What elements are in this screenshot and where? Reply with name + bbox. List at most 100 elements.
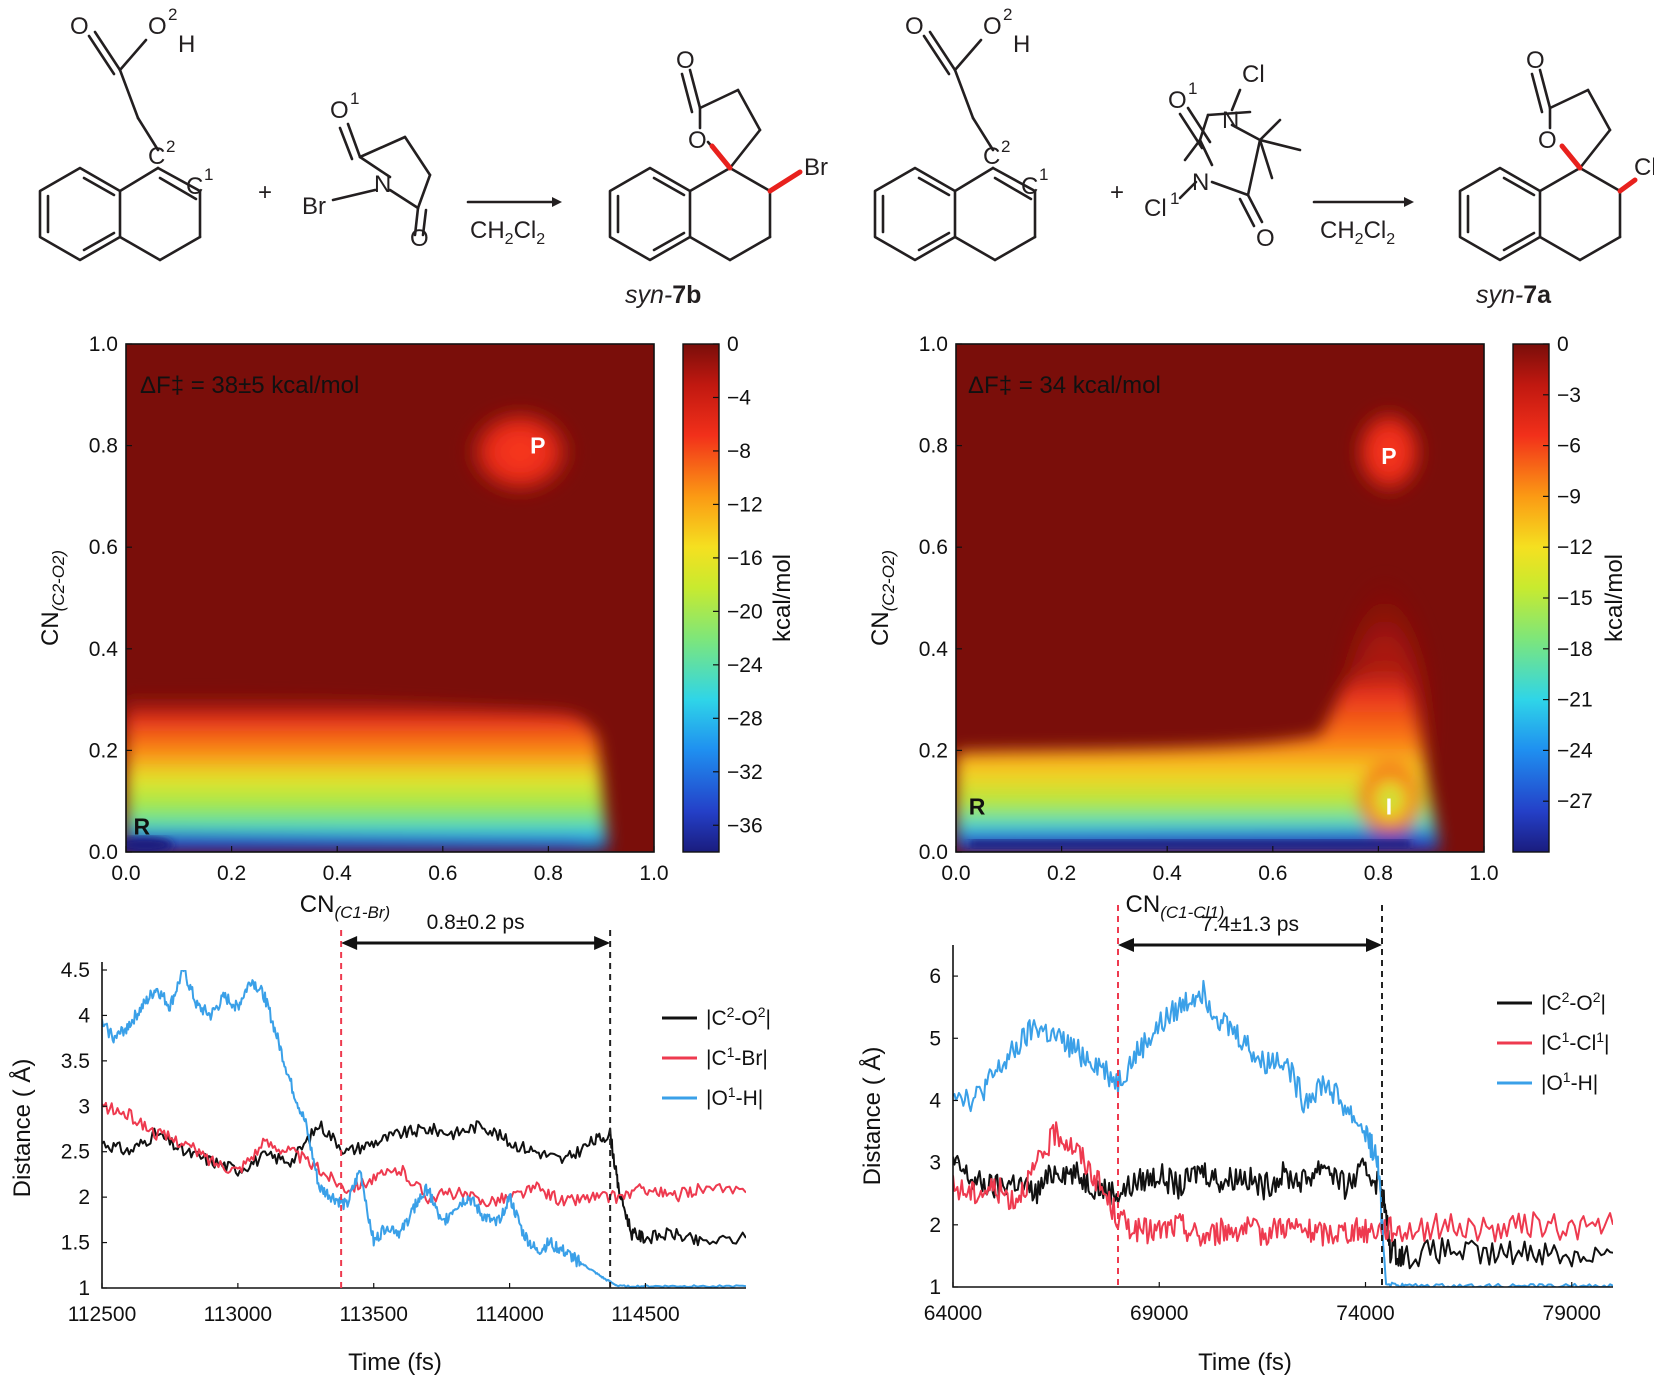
colorbar-tick-label: −20 bbox=[727, 600, 763, 623]
heatmap-left-ticks: 0.0 0.2 0.4 0.6 0.8 1.0 0.0 0.2 0.4 0.6 0.8 1.0 bbox=[89, 333, 669, 885]
series-line-1 bbox=[953, 1121, 1613, 1247]
heatmap-right-intermediate-well bbox=[1356, 760, 1424, 840]
atom-O-carbonyl-product: O bbox=[676, 47, 695, 74]
heatmap-ytick-label: 0.6 bbox=[89, 536, 118, 559]
xtick-label: 69000 bbox=[1130, 1302, 1188, 1325]
product-syn-7a: O O Cl bbox=[1458, 47, 1654, 262]
atom-Cl-top: Cl bbox=[1242, 61, 1265, 88]
heatmap-right-product-well bbox=[1349, 402, 1429, 502]
heatmap-right-points: R I P bbox=[969, 443, 1397, 820]
atom-O-carbonyl-product-r: O bbox=[1526, 47, 1545, 74]
atom-Cl-left-superscript: 1 bbox=[1170, 189, 1179, 208]
benzene-ring-right bbox=[873, 166, 957, 262]
atom-C1-superscript: 1 bbox=[204, 165, 213, 184]
legend-text-part: |C bbox=[1541, 992, 1562, 1015]
product-label-left: syn-7b bbox=[625, 281, 701, 309]
atom-O-carbonyl: O bbox=[70, 13, 89, 40]
heatmap-left-colorbar-label: kcal/mol bbox=[769, 554, 796, 642]
legend-text-part: | bbox=[766, 1007, 771, 1030]
xtick-label: 64000 bbox=[924, 1302, 982, 1325]
state-label-P: P bbox=[530, 433, 545, 459]
ytick-label: 4.5 bbox=[61, 959, 90, 982]
legend-text-part: 1 bbox=[1596, 1029, 1604, 1045]
atom-O-top-superscript: 1 bbox=[350, 89, 359, 108]
heatmap-xtick-label: 0.4 bbox=[1153, 862, 1183, 885]
legend-text-part: 1 bbox=[1562, 1029, 1570, 1045]
heatmap-right-colorbar-ticks: 0 −3 −6 −9 −12 −15 −18 −21 −24 −27 bbox=[1543, 333, 1593, 813]
legend-text-part: 1 bbox=[727, 1044, 735, 1060]
interval-label: 7.4±1.3 ps bbox=[1201, 913, 1299, 936]
plus-sign-r: + bbox=[1110, 179, 1124, 206]
atom-Br: Br bbox=[302, 193, 326, 220]
legend-text-part: | bbox=[1601, 992, 1606, 1015]
lineplot-left-series bbox=[102, 970, 746, 1288]
ytick-label: 4 bbox=[929, 1089, 941, 1112]
scheme-right: O O 2 H C 2 C 1 + O bbox=[873, 5, 1654, 309]
heatmap-xtick-label: 0.6 bbox=[428, 862, 457, 885]
heatmap-left-deep-basin bbox=[126, 832, 585, 852]
heatmap-left: 0.0 0.2 0.4 0.6 0.8 1.0 0.0 0.2 0.4 0.6 0.8 1.0 ΔF‡… bbox=[37, 333, 796, 922]
xtick-label: 113500 bbox=[339, 1303, 408, 1326]
lineplot-right-legend: |C2-O2||C1-Cl1||O1-H| bbox=[1497, 989, 1610, 1095]
legend-text-part: 2 bbox=[727, 1004, 735, 1020]
plus-sign: + bbox=[258, 179, 272, 206]
atom-O-bottom-r: O bbox=[1256, 225, 1275, 252]
atom-C1: C bbox=[186, 173, 203, 200]
colorbar-tick-label: −4 bbox=[727, 386, 751, 409]
state-label-I: I bbox=[1386, 793, 1392, 819]
scheme-left: O O 2 H C 2 C 1 + O 1 N Br O bbox=[38, 5, 828, 309]
atom-H: H bbox=[178, 31, 195, 58]
heatmap-left-colorbar-ticks: 0 −4 −8 −12 −16 −20 −24 −28 −32 −36 bbox=[713, 333, 763, 837]
heatmap-right-ticks: 0.0 0.2 0.4 0.6 0.8 1.0 0.0 0.2 0.4 0.6 0.8 1.0 bbox=[919, 333, 1499, 885]
lineplot-right-ticks: 64000 69000 74000 79000 1 2 3 4 5 6 bbox=[924, 965, 1601, 1325]
legend-text-part: -O bbox=[1569, 992, 1592, 1015]
legend-text-part: 1 bbox=[728, 1084, 736, 1100]
heatmap-left-annotation: ΔF‡ = 38±5 kcal/mol bbox=[140, 372, 359, 399]
legend-text-part: |C bbox=[1541, 1032, 1562, 1055]
lineplot-right-xlabel: Time (fs) bbox=[1198, 1349, 1292, 1376]
legend-label-1: |C1-Cl1| bbox=[1541, 1029, 1610, 1055]
atom-H-r: H bbox=[1013, 31, 1030, 58]
ytick-label: 6 bbox=[929, 965, 941, 988]
heatmap-ytick-label: 1.0 bbox=[919, 333, 948, 356]
ytick-label: 5 bbox=[929, 1027, 941, 1050]
lineplot-right-ylabel: Distance ( Å) bbox=[858, 1047, 886, 1186]
heatmap-left-global-minimum bbox=[126, 837, 173, 852]
lineplot-right-interval: 7.4±1.3 ps bbox=[1118, 913, 1382, 952]
legend-text-part: -Br| bbox=[734, 1047, 767, 1070]
heatmap-ytick-label: 0.4 bbox=[89, 638, 119, 661]
legend-text-part: -H| bbox=[736, 1087, 764, 1110]
heatmap-right-annotation: ΔF‡ = 34 kcal/mol bbox=[968, 372, 1161, 399]
lineplot-left: 112500 113000 113500 114000 114500 1 1.5 2 2.5 3 3… bbox=[8, 911, 771, 1376]
state-label-P: P bbox=[1381, 443, 1396, 469]
heatmap-ytick-label: 0.0 bbox=[89, 841, 118, 864]
lineplot-right-axes bbox=[952, 945, 1613, 1288]
atom-C2-superscript: 2 bbox=[166, 137, 175, 156]
series-line-2 bbox=[953, 979, 1613, 1287]
heatmap-xtick-label: 0.2 bbox=[217, 862, 246, 885]
series-line-1 bbox=[102, 1101, 746, 1208]
atom-O-ring-product: O bbox=[688, 127, 707, 154]
colorbar-tick-label: −24 bbox=[1557, 739, 1593, 762]
colorbar-tick-label: 0 bbox=[727, 333, 739, 356]
xtick-label: 113000 bbox=[204, 1303, 273, 1326]
atom-O-ring-product-r: O bbox=[1538, 127, 1557, 154]
heatmap-left-xlabel: CN(C1-Br) bbox=[300, 891, 390, 922]
colorbar-tick-label: −8 bbox=[727, 440, 751, 463]
lineplot-left-ticks: 112500 113000 113500 114000 114500 1 1.5 2 2.5 3 3… bbox=[61, 959, 680, 1326]
heatmap-right-colorbar-label: kcal/mol bbox=[1601, 554, 1628, 642]
heatmap-xtick-label: 0.4 bbox=[323, 862, 353, 885]
heatmap-ytick-label: 0.8 bbox=[89, 435, 118, 458]
heatmap-left-product-well bbox=[460, 402, 580, 502]
atom-C2-superscript-r: 2 bbox=[1001, 137, 1010, 156]
heatmap-xtick-label: 0.0 bbox=[111, 862, 140, 885]
ytick-label: 1 bbox=[929, 1276, 941, 1299]
atom-Cl-product: Cl bbox=[1634, 154, 1654, 181]
atom-N-top: N bbox=[1222, 107, 1239, 134]
xtick-label: 114500 bbox=[611, 1303, 680, 1326]
product-syn-7b: O O Br bbox=[608, 47, 828, 262]
atom-O-superscript: 2 bbox=[168, 5, 177, 24]
lineplot-right: 64000 69000 74000 79000 1 2 3 4 5 6 7.4±1.3 ps |C… bbox=[858, 905, 1613, 1376]
series-line-0 bbox=[102, 1120, 746, 1247]
heatmap-xtick-label: 0.2 bbox=[1047, 862, 1076, 885]
